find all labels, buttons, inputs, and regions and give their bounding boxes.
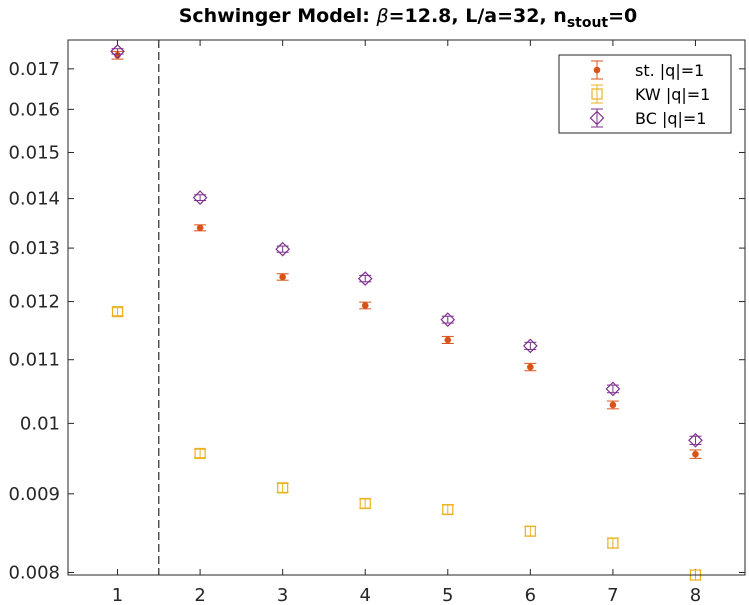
- data-point: [444, 336, 452, 344]
- data-point: [275, 241, 291, 257]
- data-point: [522, 338, 538, 354]
- x-tick-label: 7: [607, 585, 618, 605]
- data-point: [440, 312, 456, 327]
- x-tick-label: 5: [442, 585, 453, 605]
- legend-box: [558, 54, 732, 134]
- data-point: [527, 363, 534, 371]
- y-tick-label: 0.015: [8, 142, 60, 163]
- x-tick-label: 8: [690, 585, 701, 605]
- data-point: [688, 432, 703, 448]
- series-2: [110, 44, 703, 448]
- y-tick-label: 0.016: [8, 99, 60, 120]
- data-point: [196, 224, 204, 232]
- x-tick-label: 2: [194, 585, 205, 605]
- x-tick-label: 1: [112, 585, 123, 605]
- data-point: [692, 450, 699, 458]
- y-tick-label: 0.011: [8, 350, 60, 371]
- y-tick-label: 0.013: [8, 238, 60, 259]
- legend-marker: [593, 66, 601, 74]
- y-tick-label: 0.012: [8, 292, 60, 313]
- y-tick-label: 0.017: [8, 59, 60, 80]
- data-point: [442, 503, 454, 516]
- legend-marker: [589, 110, 605, 126]
- plot-frame: [67, 39, 746, 576]
- data-point: [277, 482, 289, 494]
- legend-entry: st. |q|=1: [591, 60, 704, 80]
- legend-entry: BC |q|=1: [589, 108, 706, 128]
- y-tick-label: 0.01: [20, 413, 60, 434]
- series-1: [111, 306, 702, 581]
- legend-label: st. |q|=1: [635, 61, 704, 80]
- y-tick-label: 0.014: [8, 189, 60, 210]
- data-point: [111, 306, 124, 318]
- data-point: [607, 537, 619, 549]
- data-point: [359, 497, 371, 510]
- data-point: [361, 302, 369, 309]
- legend-marker: [591, 88, 603, 100]
- data-point: [110, 44, 125, 59]
- x-tick-label: 4: [359, 585, 370, 605]
- data-point: [279, 273, 286, 281]
- legend-label: BC |q|=1: [635, 109, 706, 128]
- data-point: [609, 401, 617, 409]
- data-point: [192, 190, 208, 205]
- x-tick-label: 6: [525, 585, 536, 605]
- data-point: [357, 271, 373, 286]
- data-point: [194, 447, 206, 460]
- x-tick-label: 3: [277, 585, 288, 605]
- y-tick-label: 0.009: [8, 484, 60, 505]
- y-tick-label: 0.008: [8, 562, 60, 583]
- legend-label: KW |q|=1: [635, 85, 710, 104]
- legend-entry: KW |q|=1: [591, 84, 710, 104]
- chart-title: Schwinger Model: β=12.8, L/a=32, nstout=…: [179, 5, 638, 31]
- data-point: [605, 381, 621, 397]
- data-point: [524, 525, 536, 537]
